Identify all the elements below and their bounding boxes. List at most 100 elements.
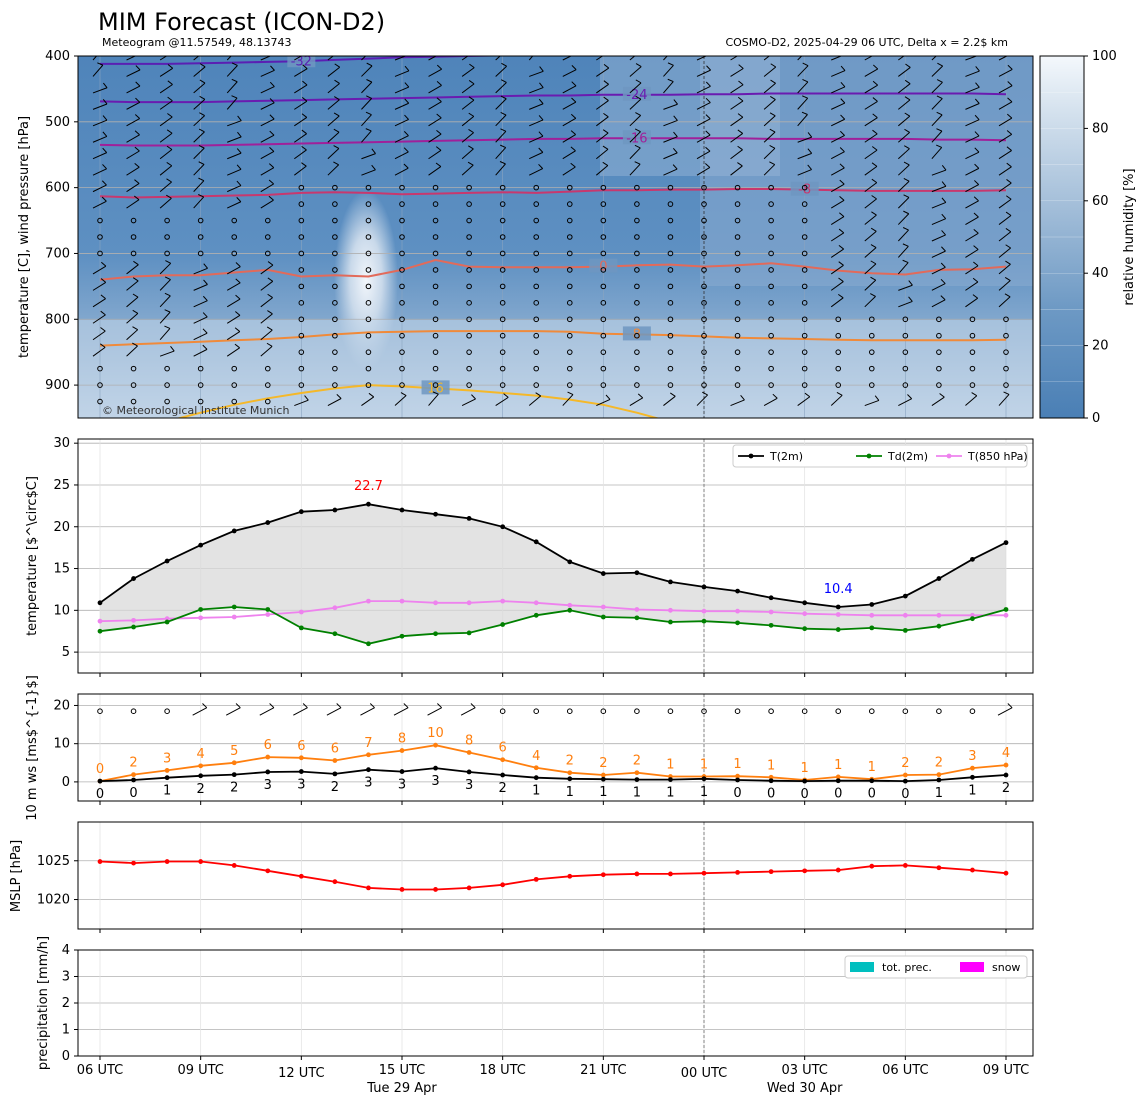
temperature-series-point <box>869 625 875 631</box>
wind-barb <box>159 67 173 77</box>
wind-barb <box>830 135 845 143</box>
wind-barb-flag <box>267 277 274 282</box>
wind-barb <box>797 152 812 160</box>
calm-wind-marker <box>734 365 741 372</box>
wind-barb-flag <box>670 392 676 397</box>
wind-series-point <box>735 773 740 779</box>
wind-barb-flag <box>538 147 544 153</box>
mslp-series-point <box>131 860 136 866</box>
wind-barb-flag <box>807 164 812 170</box>
wind-barb-flag <box>166 194 172 199</box>
wind-barb-flag <box>941 246 946 252</box>
wind-barb <box>227 120 242 127</box>
temperature-series-line <box>99 606 1007 645</box>
temperature-series-point <box>533 539 539 545</box>
calm-wind-marker <box>768 300 774 306</box>
wind-barb <box>193 115 205 127</box>
wind-barb <box>663 395 676 406</box>
calm-wind-marker <box>634 365 640 372</box>
wind-barb-flag <box>838 277 844 282</box>
mean-wind-value-label: 1 <box>532 784 540 799</box>
surface-wind-barb <box>393 707 409 716</box>
wind-barb <box>126 313 139 324</box>
wind-barb-flag <box>841 50 845 55</box>
legend-marker <box>866 453 872 459</box>
wind-barb <box>897 164 910 176</box>
wind-barb-flag <box>635 79 642 84</box>
wind-series-point <box>936 777 942 783</box>
calm-wind-marker <box>1003 332 1009 339</box>
calm-wind-marker <box>432 250 439 257</box>
wind-series-point <box>500 772 506 778</box>
wind-barb-flag <box>534 46 540 48</box>
wind-barb-flag <box>134 130 140 136</box>
wind-barb-flag <box>267 261 274 266</box>
wind-barb-flag <box>538 131 544 137</box>
calm-wind-marker <box>466 201 472 207</box>
wind-barb <box>629 98 642 110</box>
isotherm-label-bg <box>622 130 651 145</box>
temperature-series-point <box>466 515 472 521</box>
surface-wind-barb <box>997 707 1013 716</box>
wind-barb <box>965 216 979 225</box>
wind-barb-flag <box>166 129 173 134</box>
wind-barb <box>193 300 208 308</box>
gust-value-label: 1 <box>733 757 741 772</box>
wind-barb-flag <box>198 161 205 165</box>
wind-barb-flag <box>602 129 609 134</box>
wind-barb-flag <box>333 145 340 149</box>
wind-barb <box>629 115 642 127</box>
wind-barb <box>965 395 978 406</box>
calm-wind-marker <box>298 283 305 290</box>
wind-barb <box>797 114 808 127</box>
calm-wind-marker <box>399 332 405 339</box>
wind-barb <box>897 229 909 242</box>
wind-barb-flag <box>436 113 442 119</box>
wind-barb-flag <box>199 79 206 84</box>
wind-barb-flag <box>770 63 777 68</box>
wind-barb-flag <box>236 164 242 170</box>
wind-barb-flag <box>936 79 943 83</box>
calm-wind-marker <box>734 267 741 273</box>
wind-barb <box>226 314 241 324</box>
temperature-series-point <box>433 631 438 637</box>
calm-wind-marker <box>667 283 674 290</box>
wind-barb-flag <box>102 115 108 121</box>
wind-barb <box>562 56 573 61</box>
time-tick-label: 09 UTC <box>983 1063 1029 1078</box>
temperature-annotation: 22.7 <box>354 479 383 494</box>
precipitation-ytick-label: 0 <box>62 1049 70 1064</box>
gust-value-label: 1 <box>767 758 775 773</box>
wind-barb <box>864 279 877 291</box>
isotherm-label-bg <box>790 181 819 196</box>
gust-value-label: 1 <box>868 760 876 775</box>
calm-wind-marker <box>734 349 741 355</box>
wind-barb-flag <box>269 114 275 120</box>
upper-air-y-ticks: 400 500 600 700 800 900 <box>45 49 78 393</box>
wind-barb <box>998 198 1012 209</box>
calm-wind-marker <box>566 382 573 388</box>
wind-barb-flag <box>199 63 206 68</box>
wind-series-point <box>835 774 841 780</box>
wind-barb-flag <box>801 111 808 115</box>
calm-wind-marker <box>667 234 674 240</box>
surface-calm-marker <box>600 708 607 714</box>
calm-wind-marker <box>533 267 540 273</box>
wind-barb <box>159 311 171 324</box>
calm-wind-marker <box>298 365 305 372</box>
wind-barb-flag <box>103 82 108 89</box>
wind-series-point <box>231 772 237 778</box>
temperature-annotation: 10.4 <box>824 582 853 597</box>
wind-barb-flag <box>1008 49 1012 53</box>
wind-barb <box>730 116 744 127</box>
mean-wind-value-label: 0 <box>129 786 137 801</box>
wind-barb <box>596 100 609 110</box>
wind-barb-flag <box>269 81 275 87</box>
wind-barb-flag <box>905 63 911 68</box>
time-tick-label: 00 UTC <box>681 1066 727 1081</box>
surface-wind-barb <box>293 707 308 716</box>
wind-barb <box>965 119 980 127</box>
wind-barb <box>294 100 308 110</box>
mslp-series-point <box>399 887 405 892</box>
wind-barb <box>596 56 604 61</box>
